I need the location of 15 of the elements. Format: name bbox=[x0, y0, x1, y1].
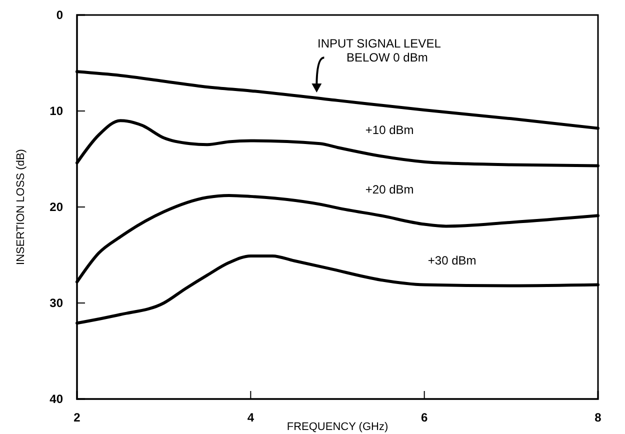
y-tick-label: 10 bbox=[50, 104, 64, 118]
series-label: +30 dBm bbox=[428, 254, 476, 268]
y-tick-label: 0 bbox=[56, 8, 64, 22]
series-label: +20 dBm bbox=[365, 182, 414, 197]
y-tick-label: 40 bbox=[50, 392, 64, 406]
y-axis-title: INSERTION LOSS (dB) bbox=[15, 149, 27, 265]
x-tick-label: 2 bbox=[74, 410, 81, 425]
text: INPUT SIGNAL LEVEL BELOW 0 dBm bbox=[317, 36, 442, 65]
x-axis-title: FREQUENCY (GHz) bbox=[286, 421, 388, 433]
y-tick-label: 20 bbox=[50, 200, 64, 214]
x-tick-label: 6 bbox=[420, 410, 428, 425]
x-tick-label: 4 bbox=[247, 410, 254, 425]
series-label: +10 dBm bbox=[365, 123, 414, 138]
x-tick-label: 8 bbox=[594, 410, 602, 425]
y-tick-label: 30 bbox=[50, 296, 64, 310]
